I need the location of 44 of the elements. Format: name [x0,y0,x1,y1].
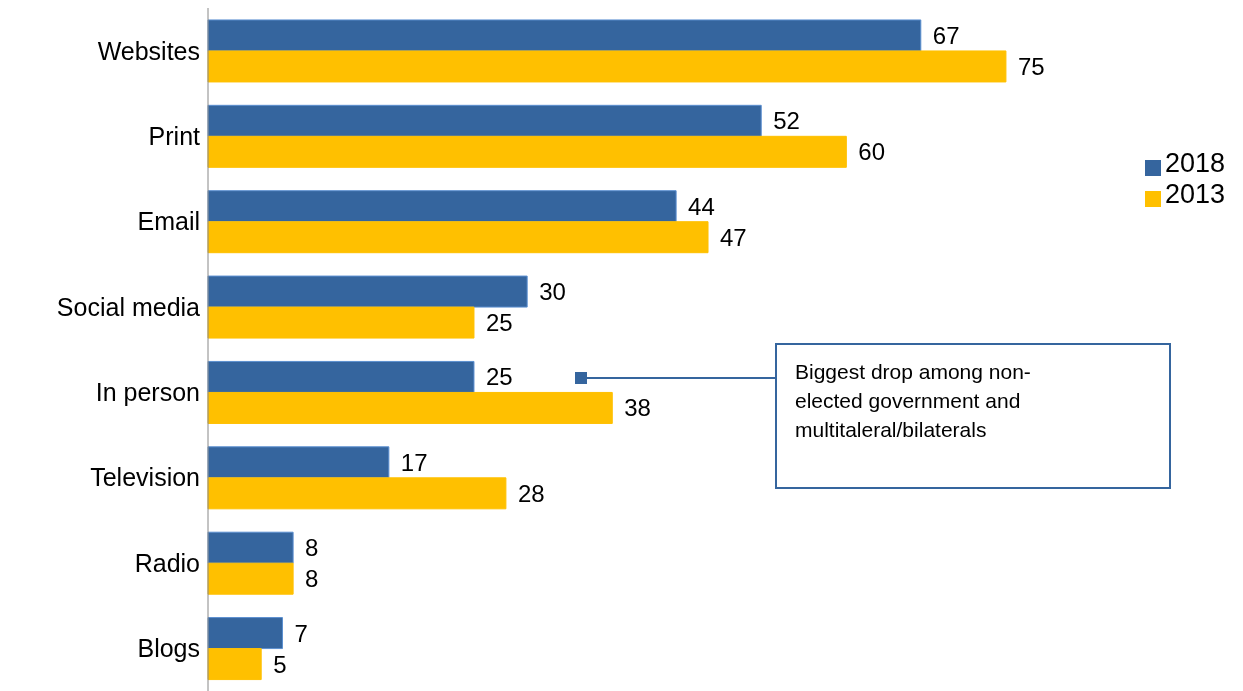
y-tick-label: In person [95,378,200,407]
bar [207,562,294,595]
y-tick-label: Social media [56,292,201,321]
data-label: 8 [305,565,319,593]
bar [207,477,507,510]
data-label: 60 [858,138,886,166]
y-tick-label: Print [148,121,201,150]
bar [207,135,847,168]
bar [207,617,283,650]
data-label: 8 [305,534,319,562]
annotation: Biggest drop among non-elected government and multitaleral/bilaterals [795,359,1032,443]
data-label: 52 [773,107,800,135]
bar [207,446,390,479]
bar [207,360,475,393]
y-tick-label: Blogs [137,634,200,663]
data-label: 25 [485,309,513,337]
data-label: 25 [485,363,513,391]
y-tick-label: Television [90,463,200,492]
legend-label: 2018 [1164,148,1225,178]
bar [207,306,475,339]
y-tick-label: Radio [134,548,200,577]
data-label: 28 [517,479,545,507]
bar [207,531,294,564]
bar [207,221,709,254]
data-label: 47 [720,223,747,251]
bar [207,190,677,223]
data-label: 44 [688,192,715,220]
data-label: 7 [294,619,308,647]
data-label: 17 [400,448,428,476]
bar [207,50,1007,83]
bar [207,391,613,424]
data-label: 67 [932,21,960,49]
data-label: 38 [624,394,651,422]
bar [207,104,762,137]
callout-box: Biggest drop among non-elected government and multitaleral/bilaterals [775,343,1171,489]
legend-label: 2013 [1164,179,1225,209]
data-label: 30 [539,278,566,306]
bar [207,19,922,52]
bar [207,275,528,308]
y-tick-label: Email [137,207,200,236]
y-tick-label: Websites [97,36,200,65]
data-label: 5 [273,650,287,678]
data-label: 75 [1017,52,1045,80]
bar [207,648,262,681]
